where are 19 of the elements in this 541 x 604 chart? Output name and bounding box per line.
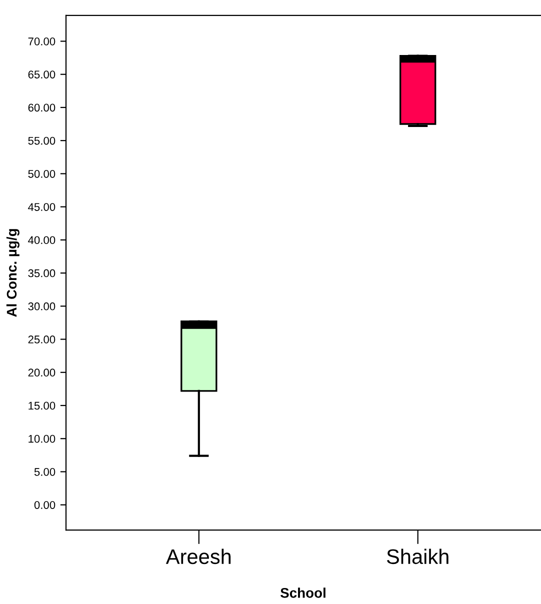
y-tick-label: 70.00 xyxy=(28,38,56,46)
y-tick-label: 50.00 xyxy=(28,170,56,178)
y-tick-label: 65.00 xyxy=(28,70,56,78)
y-tick-label: 0.00 xyxy=(34,501,56,509)
y-axis-title: Al Conc. µg/g xyxy=(6,229,20,317)
y-tick-label: 55.00 xyxy=(28,136,56,145)
y-tick-label: 35.00 xyxy=(28,269,56,278)
y-tick-label: 45.00 xyxy=(28,203,56,211)
y-tick-label: 40.00 xyxy=(28,236,56,244)
y-tick-label: 10.00 xyxy=(28,434,56,443)
y-tick-label: 20.00 xyxy=(28,368,56,377)
y-tick-label: 60.00 xyxy=(28,104,56,112)
y-tick-label: 30.00 xyxy=(28,302,56,310)
y-tick-label: 25.00 xyxy=(28,336,56,344)
x-tick-label: Areesh xyxy=(166,548,231,564)
y-tick-label: 5.00 xyxy=(34,468,56,476)
y-tick-label: 15.00 xyxy=(28,402,56,410)
x-axis-title: School xyxy=(280,588,326,598)
x-tick-label: Shaikh xyxy=(386,548,448,564)
